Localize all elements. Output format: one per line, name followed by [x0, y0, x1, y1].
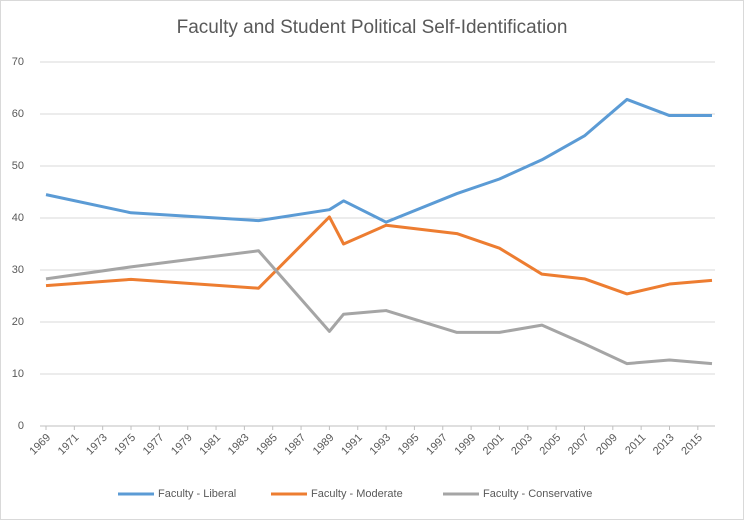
legend-label: Faculty - Liberal	[158, 488, 236, 500]
y-tick-label: 40	[12, 212, 24, 224]
series-line	[45, 215, 713, 296]
legend-label: Faculty - Conservative	[483, 488, 592, 500]
y-tick-label: 0	[18, 420, 24, 432]
y-tick-label: 30	[12, 264, 24, 276]
y-tick-label: 50	[12, 160, 24, 172]
series-line	[45, 249, 713, 366]
y-tick-label: 20	[12, 316, 24, 328]
y-tick-label: 60	[12, 108, 24, 120]
y-tick-label: 10	[12, 368, 24, 380]
chart-title: Faculty and Student Political Self-Ident…	[177, 17, 568, 38]
series-line	[45, 97, 712, 224]
legend-label: Faculty - Moderate	[311, 488, 403, 500]
y-tick-label: 70	[12, 56, 24, 68]
